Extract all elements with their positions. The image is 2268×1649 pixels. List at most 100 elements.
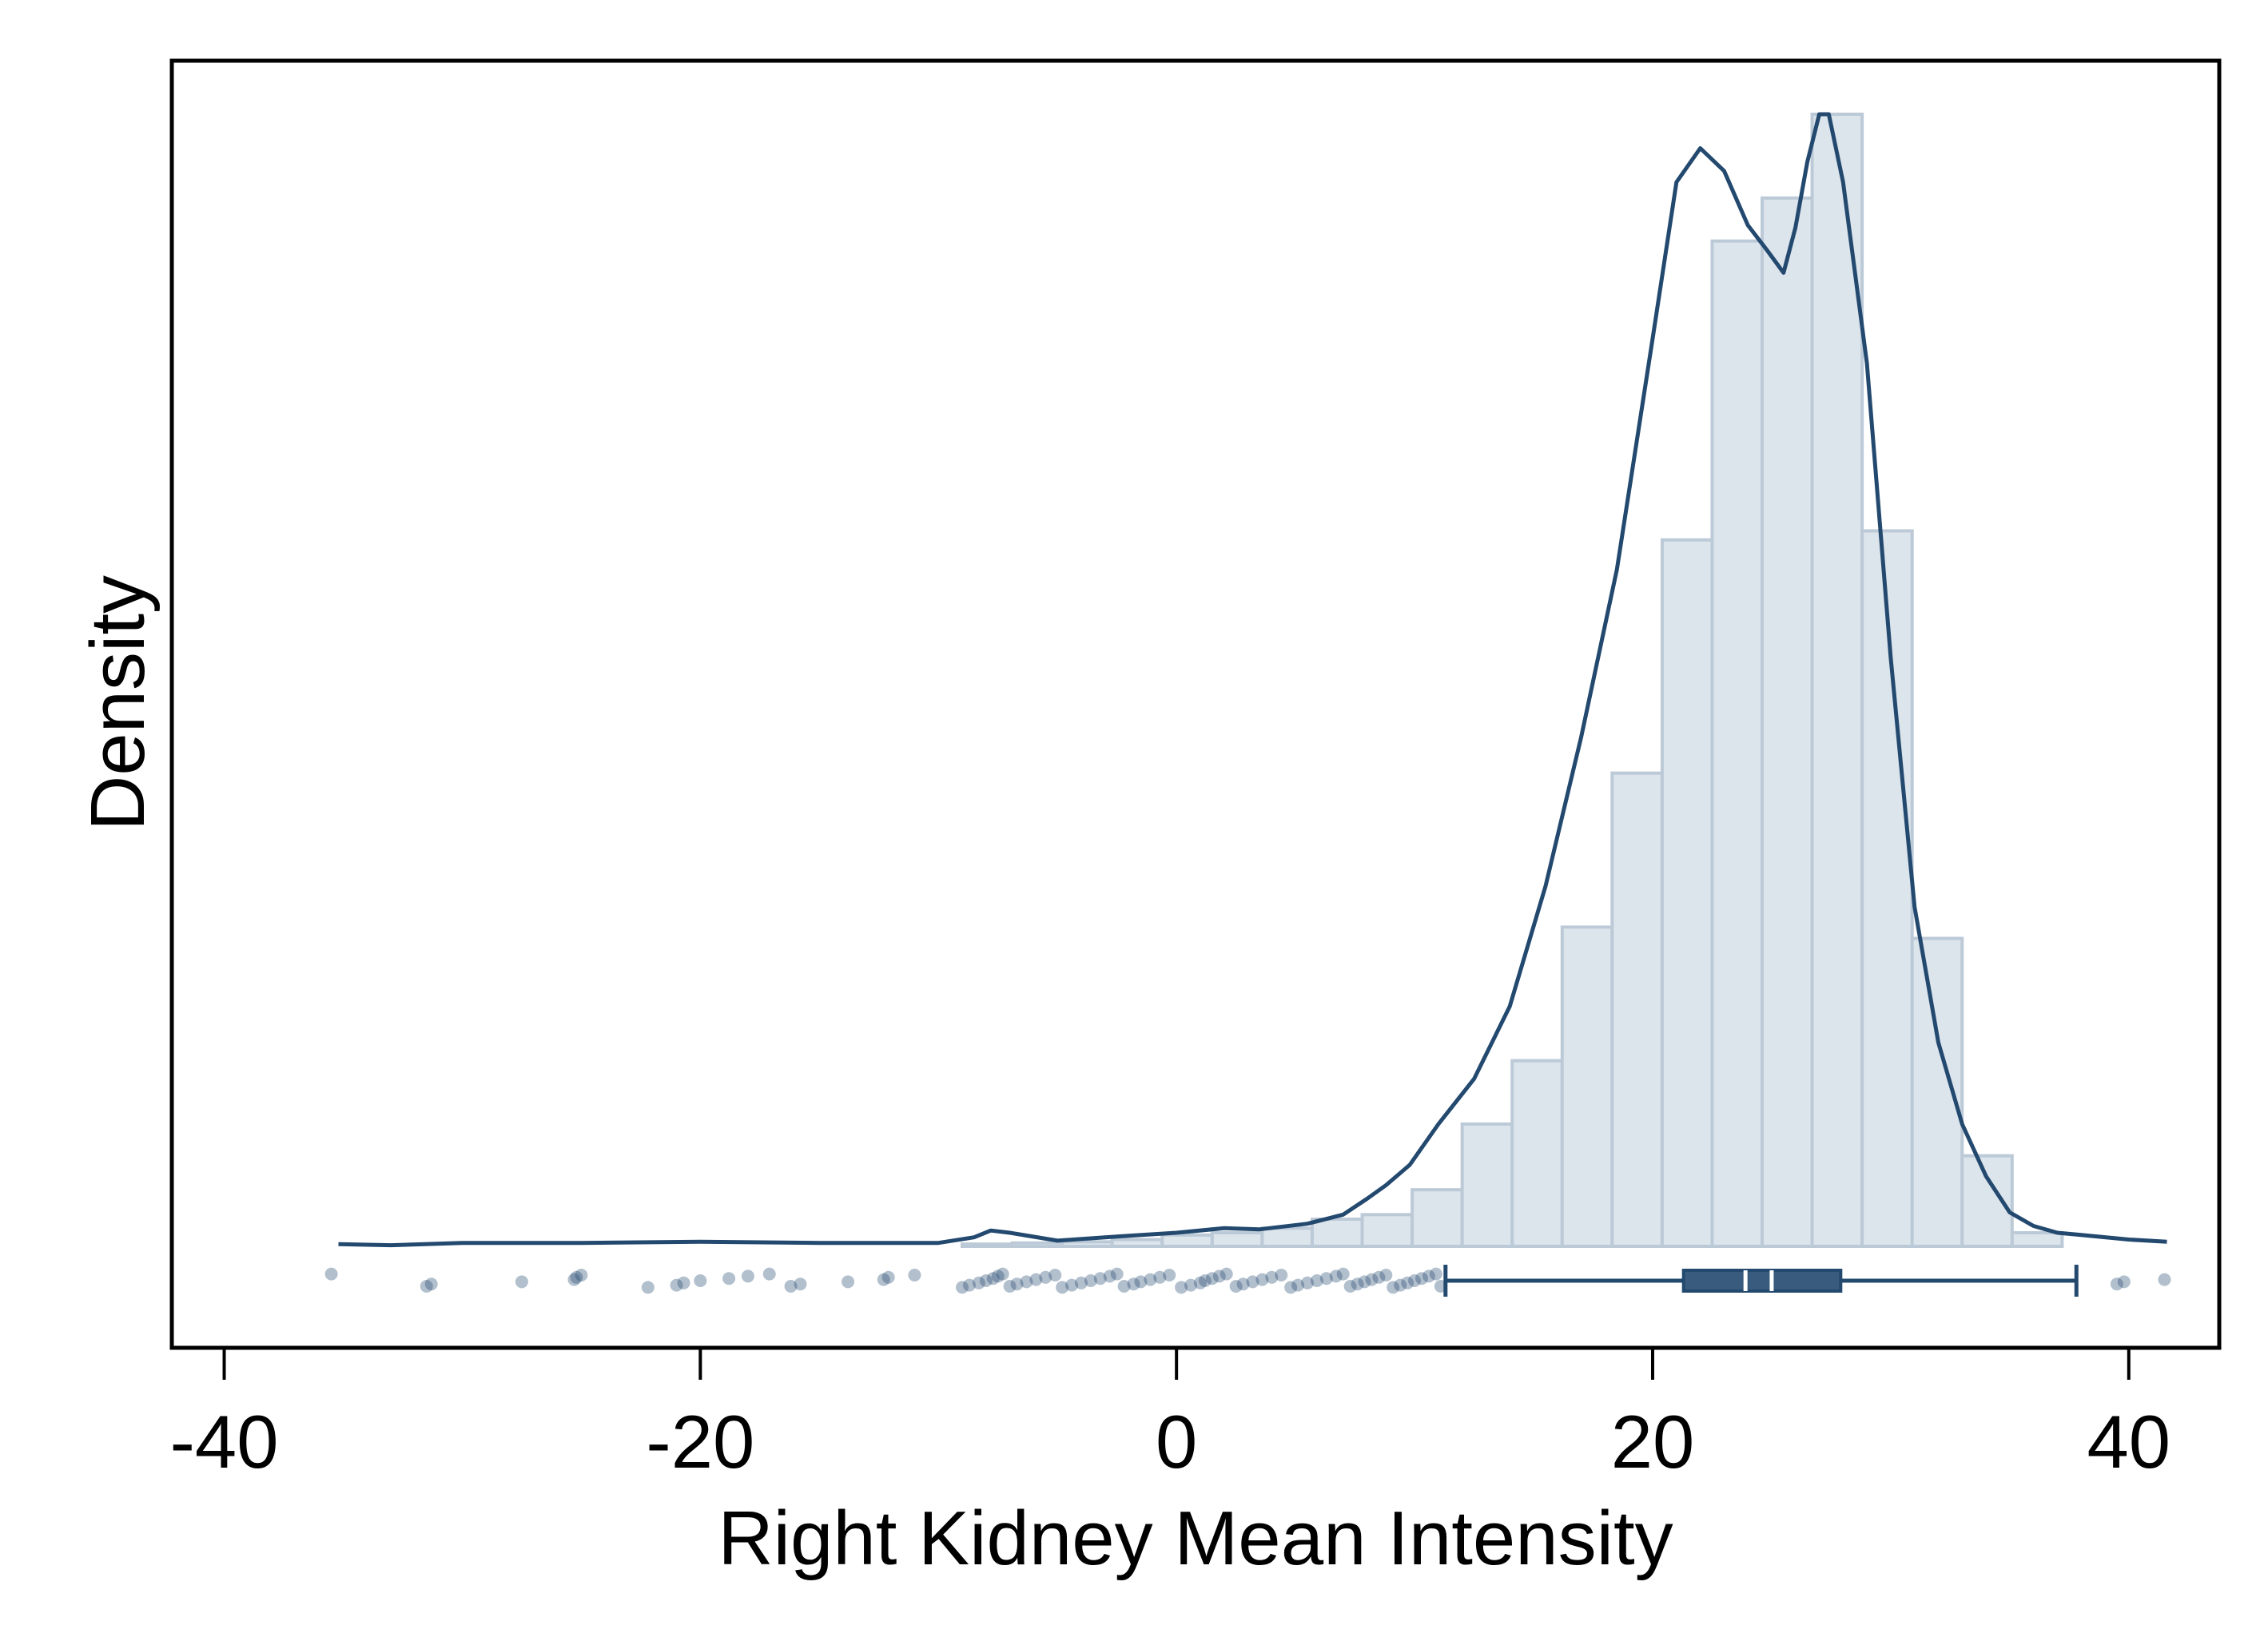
histogram-bar [1110,1238,1164,1249]
data-point [1212,1270,1226,1283]
data-point [1255,1273,1269,1286]
box-plot [1443,1265,2079,1297]
data-point [979,1274,993,1287]
data-point [1065,1278,1079,1292]
data-point [1056,1281,1069,1294]
data-point [694,1274,707,1287]
histogram-bar [1160,1233,1214,1248]
histogram-bar [1761,196,1814,1248]
histogram-bar [1810,113,1864,1248]
data-point [424,1277,438,1291]
histogram-bar [1710,239,1765,1249]
data-point [722,1272,736,1285]
data-point [1372,1270,1386,1284]
data-point [2158,1273,2171,1286]
data-point [1229,1280,1243,1293]
data-point [1184,1278,1198,1292]
data-point [877,1273,890,1286]
data-points [324,1267,2171,1294]
histogram-bar [1310,1217,1364,1248]
data-point [575,1269,588,1281]
data-point [515,1275,528,1289]
data-point [1144,1273,1157,1286]
histogram-bar [1411,1188,1464,1249]
data-point [1246,1275,1259,1289]
data-point [570,1270,583,1284]
data-point [420,1280,433,1293]
data-point [1351,1277,1364,1291]
plot-frame [169,58,2222,1350]
data-point [1379,1269,1393,1281]
data-point [1153,1270,1167,1284]
data-point [881,1270,895,1284]
data-point [324,1267,338,1281]
x-axis-ticks [222,1348,2131,1380]
x-tick-label: -20 [646,1400,754,1484]
x-tick-label: 0 [1156,1400,1197,1484]
x-axis-label: Right Kidney Mean Intensity [718,1496,1673,1581]
data-point [2117,1275,2131,1289]
data-point [1175,1281,1188,1294]
data-point [1003,1280,1017,1293]
data-point [1291,1278,1305,1292]
data-point [956,1281,969,1294]
histogram-bar [2010,1230,2064,1248]
x-tick-label: -40 [170,1400,279,1484]
x-tick-label: 20 [1611,1400,1695,1484]
data-point [908,1269,921,1281]
data-point [962,1278,976,1292]
data-point [1029,1273,1043,1286]
data-point [991,1270,1005,1283]
histogram-bar [1360,1213,1415,1248]
data-point [1284,1281,1298,1294]
histogram-bar [1860,529,1914,1248]
histogram-bar [1460,1122,1514,1248]
data-point [1048,1269,1062,1281]
histogram-bar [1560,925,1614,1248]
data-point [762,1267,776,1281]
histogram-bar [1010,1241,1064,1249]
data-point [1084,1274,1097,1287]
data-point [1265,1270,1279,1284]
data-point [1422,1270,1435,1283]
density-curve [338,112,2167,1248]
interquartile-box [1681,1269,1843,1293]
data-point [1343,1280,1357,1293]
data-point [1415,1272,1429,1285]
data-point [1275,1269,1288,1281]
histogram-bar [1610,771,1664,1248]
data-point [677,1276,690,1289]
data-point [1163,1269,1176,1281]
data-point [1010,1277,1024,1291]
data-point [1336,1267,1350,1281]
histogram-bar [1260,1226,1314,1249]
data-point [1319,1272,1333,1285]
data-point [741,1270,754,1283]
data-point [641,1281,655,1294]
data-point [2110,1277,2123,1291]
data-point [1039,1270,1052,1284]
x-tick-label: 40 [2087,1400,2171,1484]
x-axis-tick-labels: -40 -20 0 20 40 [170,1400,2171,1484]
data-point [1429,1267,1442,1281]
data-point [1193,1276,1207,1289]
histogram-bar [961,1242,1014,1249]
data-point [1103,1270,1116,1283]
data-point [986,1272,1000,1285]
histogram-bar [1060,1240,1114,1249]
data-point [1134,1275,1148,1289]
data-point [842,1275,855,1289]
data-point [1358,1275,1371,1289]
data-point [1387,1281,1400,1294]
data-point [1301,1276,1315,1289]
data-point [1020,1275,1033,1289]
data-point [1093,1272,1107,1285]
data-point [1110,1267,1124,1281]
data-point [1408,1274,1422,1287]
data-point [1365,1273,1379,1286]
data-point [1075,1276,1088,1289]
data-point [1310,1274,1323,1287]
histogram-bar [1210,1230,1264,1248]
histogram-bar [1510,1059,1564,1249]
